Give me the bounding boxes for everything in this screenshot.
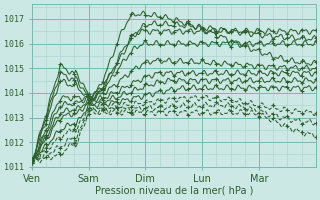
X-axis label: Pression niveau de la mer( hPa ): Pression niveau de la mer( hPa ) bbox=[95, 186, 253, 196]
